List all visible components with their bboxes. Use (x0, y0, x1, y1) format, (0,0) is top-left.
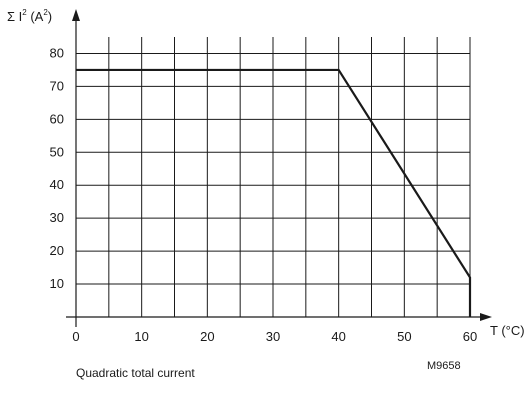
x-tick-label: 40 (331, 329, 345, 344)
y-axis-label-main: Σ I (7, 9, 22, 24)
x-tick-label: 30 (266, 329, 280, 344)
y-tick-label: 20 (50, 243, 64, 258)
y-tick-label: 30 (50, 210, 64, 225)
x-axis-label: T (°C) (490, 323, 525, 338)
y-tick-label: 80 (50, 45, 64, 60)
y-axis-label-sup1: 2 (22, 8, 27, 17)
series (76, 68, 472, 317)
grid (76, 37, 471, 317)
x-axis-arrow (480, 313, 492, 321)
x-tick-label: 20 (200, 329, 214, 344)
y-axis-label-unit-pre: (A (27, 9, 44, 24)
y-tick-label: 60 (50, 111, 64, 126)
y-tick-label: 10 (50, 276, 64, 291)
y-axis-label: Σ I2 (A2) (7, 8, 52, 24)
y-tick-label: 40 (50, 177, 64, 192)
x-tick-label: 0 (72, 329, 79, 344)
y-axis-label-sup2: 2 (43, 8, 48, 17)
y-tick-label: 70 (50, 78, 64, 93)
x-tick-label: 10 (134, 329, 148, 344)
x-tick-label: 60 (463, 329, 477, 344)
chart-caption: Quadratic total current (76, 366, 195, 380)
axes (66, 9, 492, 327)
series-line (76, 68, 472, 317)
x-tick-label: 50 (397, 329, 411, 344)
figure-id: M9658 (427, 360, 461, 372)
y-axis-label-unit-post: ) (48, 9, 52, 24)
y-tick-label: 50 (50, 144, 64, 159)
y-axis-arrow (72, 9, 80, 21)
tick-labels: 0 10 20 30 40 50 60 10 20 30 40 50 60 70 80 (50, 45, 478, 344)
